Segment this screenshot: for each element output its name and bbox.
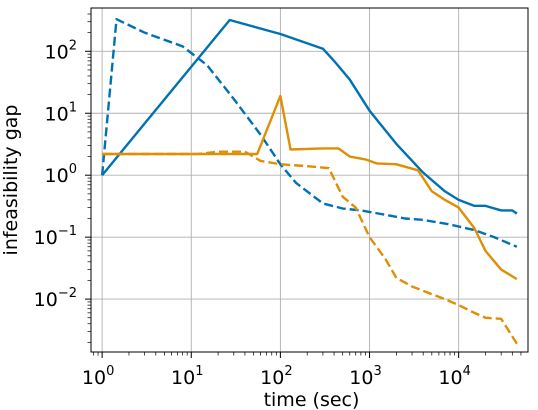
- series-line-2: [100, 17, 518, 248]
- tick-labels: 100 101 102 103 104 10−2 10−1 100 101 102: [34, 38, 471, 389]
- ticks: [85, 13, 522, 358]
- series-line-1: [101, 18, 518, 215]
- grid: [91, 8, 528, 352]
- x-tick-label: 101: [171, 364, 203, 389]
- x-tick-label: 104: [438, 364, 470, 389]
- series-line-4: [102, 150, 518, 345]
- x-tick-label: 102: [260, 364, 292, 389]
- y-tick-label: 10−2: [34, 286, 77, 311]
- x-tick-label: 103: [349, 364, 381, 389]
- y-axis-label: infeasibility gap: [0, 105, 22, 256]
- x-tick-label: 100: [82, 364, 114, 389]
- y-tick-label: 101: [45, 100, 77, 125]
- y-tick-label: 102: [45, 38, 77, 63]
- series-layer: [100, 17, 518, 345]
- x-axis-label: time (sec): [264, 389, 360, 410]
- y-tick-label: 100: [45, 162, 77, 187]
- y-tick-label: 10−1: [34, 224, 77, 249]
- series-line-3: [102, 94, 518, 281]
- plot-frame: [90, 7, 529, 353]
